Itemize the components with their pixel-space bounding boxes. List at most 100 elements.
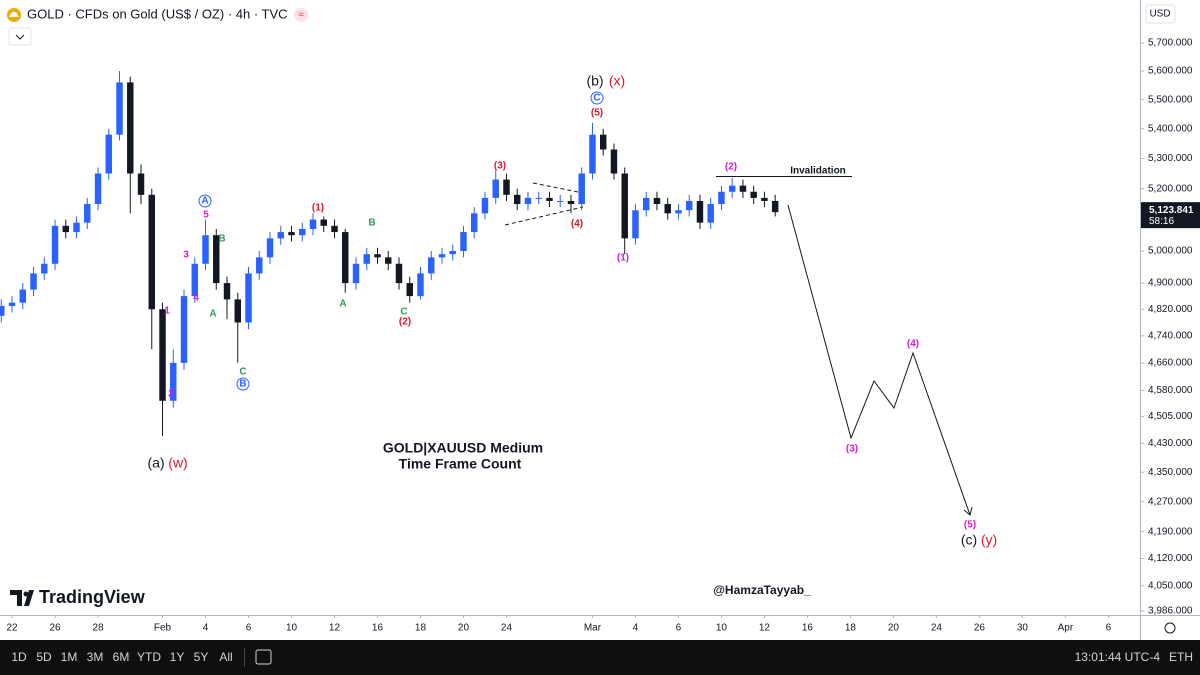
candle-body bbox=[535, 197, 542, 199]
wave-label: (4) bbox=[571, 219, 583, 230]
y-tick-label: 4,190.000 bbox=[1148, 526, 1193, 537]
x-tick-label: 30 bbox=[1017, 623, 1029, 634]
x-tick-label: 6 bbox=[1106, 623, 1112, 634]
candle-body bbox=[223, 283, 231, 300]
y-tick-label: 5,400.000 bbox=[1148, 123, 1193, 134]
candle-body bbox=[556, 200, 564, 202]
y-tick-label: 5,200.000 bbox=[1148, 183, 1193, 194]
candle-body bbox=[750, 191, 757, 198]
wave-label: (4) bbox=[907, 339, 919, 350]
wave-label: (a) bbox=[147, 455, 164, 471]
candle-body bbox=[406, 283, 413, 297]
candle-body bbox=[417, 273, 424, 297]
interval-button[interactable]: 1D bbox=[11, 650, 27, 664]
y-tick-label: 4,120.000 bbox=[1148, 553, 1193, 564]
y-tick-label: 5,000.000 bbox=[1148, 246, 1193, 257]
wave-label: (w) bbox=[168, 455, 187, 471]
x-tick-label: 4 bbox=[203, 623, 209, 634]
candle-body bbox=[589, 134, 596, 174]
interval-button[interactable]: 1M bbox=[61, 650, 78, 664]
brand-name: TradingView bbox=[39, 587, 146, 607]
brand-logo-dot bbox=[23, 591, 29, 597]
x-tick-label: Mar bbox=[584, 623, 602, 634]
background bbox=[0, 0, 1200, 640]
x-tick-label: 6 bbox=[246, 623, 252, 634]
y-tick-label: 4,270.000 bbox=[1148, 496, 1193, 507]
wave-label: A bbox=[209, 309, 216, 320]
candle-body bbox=[105, 134, 113, 174]
interval-button[interactable]: 1Y bbox=[170, 650, 185, 664]
wave-label: 2 bbox=[168, 389, 174, 400]
candle-body bbox=[148, 194, 155, 310]
candle-body bbox=[30, 273, 37, 290]
wave-label: A bbox=[201, 196, 208, 207]
x-tick-label: 26 bbox=[49, 623, 61, 634]
candle-body bbox=[342, 232, 349, 284]
interval-button[interactable]: All bbox=[219, 650, 232, 664]
y-tick-label: 5,600.000 bbox=[1148, 66, 1193, 77]
wave-label: B bbox=[368, 218, 375, 229]
candle-body bbox=[320, 219, 327, 226]
interval-button[interactable]: 5Y bbox=[194, 650, 209, 664]
candle-body bbox=[546, 197, 553, 201]
wave-label: (y) bbox=[981, 532, 997, 548]
wave-label: (1) bbox=[312, 203, 324, 214]
candle-body bbox=[73, 222, 80, 233]
x-tick-label: 24 bbox=[501, 623, 513, 634]
wave-label: (c) bbox=[961, 532, 977, 548]
candle-body bbox=[621, 173, 628, 239]
candle-body bbox=[771, 200, 779, 213]
candle-body bbox=[288, 232, 295, 236]
interval-button[interactable]: 5D bbox=[36, 650, 52, 664]
x-tick-label: 16 bbox=[372, 623, 384, 634]
candle-body bbox=[642, 197, 650, 211]
wave-label: (1) bbox=[617, 253, 629, 264]
candle-body bbox=[299, 228, 306, 236]
symbol-title[interactable]: GOLD · CFDs on Gold (US$ / OZ) · 4h · TV… bbox=[27, 6, 288, 21]
candle-body bbox=[481, 197, 489, 214]
candle-body bbox=[309, 219, 317, 229]
wave-label: (3) bbox=[846, 444, 858, 455]
wave-label: (5) bbox=[964, 520, 976, 531]
x-tick-label: 12 bbox=[329, 623, 341, 634]
candle-body bbox=[352, 263, 360, 284]
interval-button[interactable]: 6M bbox=[113, 650, 130, 664]
x-tick-label: 20 bbox=[888, 623, 900, 634]
triangle-upper bbox=[532, 182, 579, 193]
x-tick-label: 22 bbox=[6, 623, 18, 634]
candle-body bbox=[632, 210, 639, 239]
candle-body bbox=[331, 225, 338, 233]
countdown: 58:16 bbox=[1149, 216, 1174, 227]
candle-body bbox=[41, 263, 48, 274]
candle-body bbox=[8, 302, 16, 306]
candle-body bbox=[438, 254, 446, 258]
currency[interactable]: USD bbox=[1149, 9, 1170, 20]
market-status-glyph: ≈ bbox=[298, 10, 304, 21]
candle-body bbox=[707, 204, 714, 223]
y-tick-label: 4,740.000 bbox=[1148, 330, 1193, 341]
candle-body bbox=[202, 235, 209, 264]
y-tick-label: 4,505.000 bbox=[1148, 411, 1193, 422]
date-range-icon[interactable] bbox=[255, 649, 272, 665]
wave-label: (2) bbox=[725, 162, 737, 173]
clock[interactable]: 13:01:44 UTC-4 bbox=[1075, 650, 1161, 664]
candle-body bbox=[213, 235, 220, 284]
settings-icon[interactable] bbox=[1164, 622, 1176, 634]
interval-button[interactable]: YTD bbox=[137, 650, 161, 664]
x-tick-label: 24 bbox=[931, 623, 943, 634]
x-tick-label: 10 bbox=[716, 623, 728, 634]
currency-box[interactable] bbox=[1145, 4, 1176, 24]
caption-line: GOLD|XAUUSD Medium bbox=[383, 440, 543, 456]
wave-circle bbox=[236, 377, 250, 391]
candle-body bbox=[578, 173, 585, 205]
candle-body bbox=[492, 179, 499, 198]
interval-button[interactable]: 3M bbox=[87, 650, 104, 664]
wave-label: C bbox=[593, 93, 600, 104]
candle-body bbox=[266, 238, 274, 258]
session[interactable]: ETH bbox=[1169, 650, 1193, 664]
candle-body bbox=[610, 149, 618, 174]
x-tick-label: 12 bbox=[759, 623, 771, 634]
collapse-button[interactable] bbox=[8, 27, 32, 46]
wave-label: C bbox=[400, 307, 407, 318]
candle-body bbox=[256, 257, 263, 274]
